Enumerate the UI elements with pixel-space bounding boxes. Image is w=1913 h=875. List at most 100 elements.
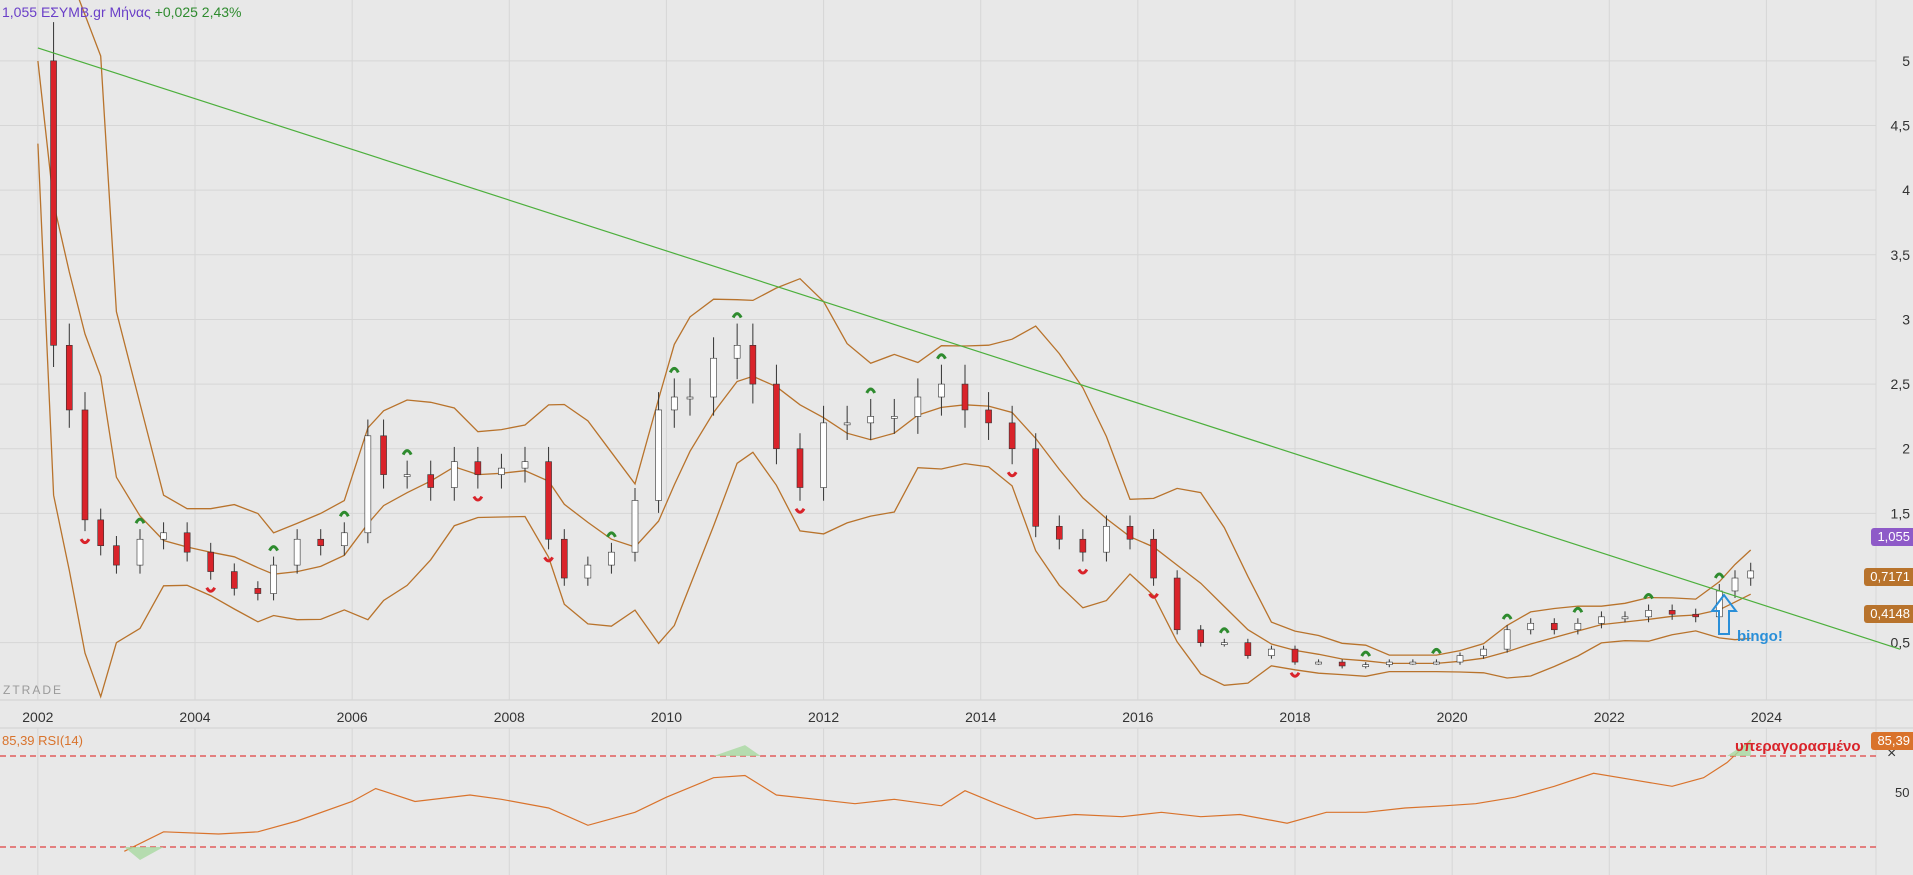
marker-up: [606, 531, 617, 538]
header-change-pct: 2,43%: [201, 4, 242, 20]
candle-body: [560, 538, 568, 579]
rsi-level-50: 50: [1895, 785, 1910, 800]
marker-down: [794, 507, 806, 514]
y-tick-label: 4: [1902, 182, 1910, 198]
candle-body: [340, 532, 348, 547]
x-tick-label: 2012: [808, 709, 839, 725]
x-tick-label: 2024: [1751, 709, 1782, 725]
bollinger-upper-line: [78, 0, 1752, 656]
candle-body: [207, 551, 215, 572]
candle-body: [655, 409, 662, 501]
candle-body: [961, 383, 969, 411]
marker-up: [1360, 650, 1372, 657]
candle-body: [1244, 642, 1252, 656]
marker-up: [268, 545, 279, 552]
candle-body: [1550, 622, 1558, 631]
candle-body: [270, 564, 277, 594]
marker-up: [338, 510, 350, 518]
marker-down: [1006, 471, 1018, 478]
candle-body: [1456, 655, 1464, 663]
candle-body: [254, 588, 262, 594]
x-tick-label: 2004: [179, 709, 210, 725]
candle-body: [773, 383, 780, 450]
candle-body: [867, 416, 875, 424]
marker-up: [1501, 613, 1513, 620]
candle-body: [670, 396, 678, 411]
rsi-close-icon[interactable]: ×: [1887, 745, 1897, 762]
marker-up: [134, 517, 146, 524]
rsi-label: 85,39 RSI(14): [2, 733, 83, 748]
candle-body: [843, 422, 851, 426]
candle-body: [364, 435, 372, 534]
candle-body: [81, 409, 89, 521]
x-tick-label: 2016: [1122, 709, 1153, 725]
y-tick-label: 5: [1902, 53, 1910, 69]
x-tick-label: 2020: [1437, 709, 1468, 725]
marker-up: [1572, 606, 1584, 613]
candle-body: [317, 538, 325, 547]
candle-body: [1645, 610, 1652, 618]
candle-body: [796, 448, 804, 488]
candle-body: [403, 474, 411, 477]
candle-body: [1362, 664, 1370, 667]
y-tick-label: 2: [1902, 441, 1910, 457]
marker-down: [79, 538, 91, 545]
candle-body: [1055, 526, 1063, 540]
candle-body: [1079, 538, 1087, 553]
bingo-text: bingo!: [1737, 628, 1783, 645]
candle-body: [183, 532, 191, 553]
header-price: 1,055: [2, 4, 38, 20]
marker-down: [1077, 568, 1089, 575]
rsi-oversold-fill: [124, 847, 164, 860]
header-symbol: ΕΣΥΜΒ.gr Μήνας: [40, 4, 151, 20]
candle-body: [608, 551, 615, 566]
candle-body: [710, 357, 717, 398]
candle-body: [1103, 526, 1110, 553]
candle-body: [1291, 648, 1299, 663]
candle-body: [631, 500, 639, 553]
candle-body: [749, 345, 757, 385]
current-price-tag: 1,055: [1871, 528, 1913, 546]
candle-body: [1409, 661, 1417, 665]
marker-down: [1289, 671, 1301, 678]
y-tick-label: 4,5: [1891, 118, 1911, 134]
candle-body: [65, 345, 73, 411]
candle-body: [985, 409, 992, 424]
marker-up: [401, 449, 413, 456]
candle-body: [584, 564, 592, 579]
rsi-line: [124, 739, 1752, 852]
x-tick-label: 2006: [337, 709, 368, 725]
x-tick-label: 2018: [1279, 709, 1310, 725]
candle-body: [427, 474, 435, 488]
candle-body: [1150, 538, 1157, 579]
rsi-overbought-fill: [1727, 739, 1751, 756]
marker-up: [668, 366, 680, 374]
candle-body: [545, 461, 552, 540]
y-tick-label: 3: [1902, 311, 1910, 327]
bingo-arrow-icon: [1710, 593, 1738, 635]
marker-up: [865, 387, 877, 394]
candle-body: [1574, 622, 1582, 631]
marker-down: [472, 495, 484, 502]
candle-body: [1527, 622, 1535, 631]
y-tick-label: 2,5: [1891, 376, 1911, 392]
candle-body: [230, 571, 238, 589]
candle-body: [1433, 661, 1440, 665]
candle-body: [450, 461, 458, 488]
candle-body: [1197, 629, 1205, 643]
x-tick-label: 2014: [965, 709, 996, 725]
candle-body: [1032, 448, 1040, 527]
candle-body: [733, 345, 741, 359]
candle-body: [1747, 570, 1755, 579]
candle-body: [1692, 613, 1700, 618]
x-tick-label: 2010: [651, 709, 682, 725]
candle-body: [474, 461, 482, 475]
lower-band-tag: 0,4148: [1864, 605, 1913, 623]
candle-body: [1315, 661, 1322, 665]
y-tick-label: 0,5: [1891, 635, 1911, 651]
candle-body: [890, 416, 898, 419]
candle-body: [1731, 577, 1739, 592]
